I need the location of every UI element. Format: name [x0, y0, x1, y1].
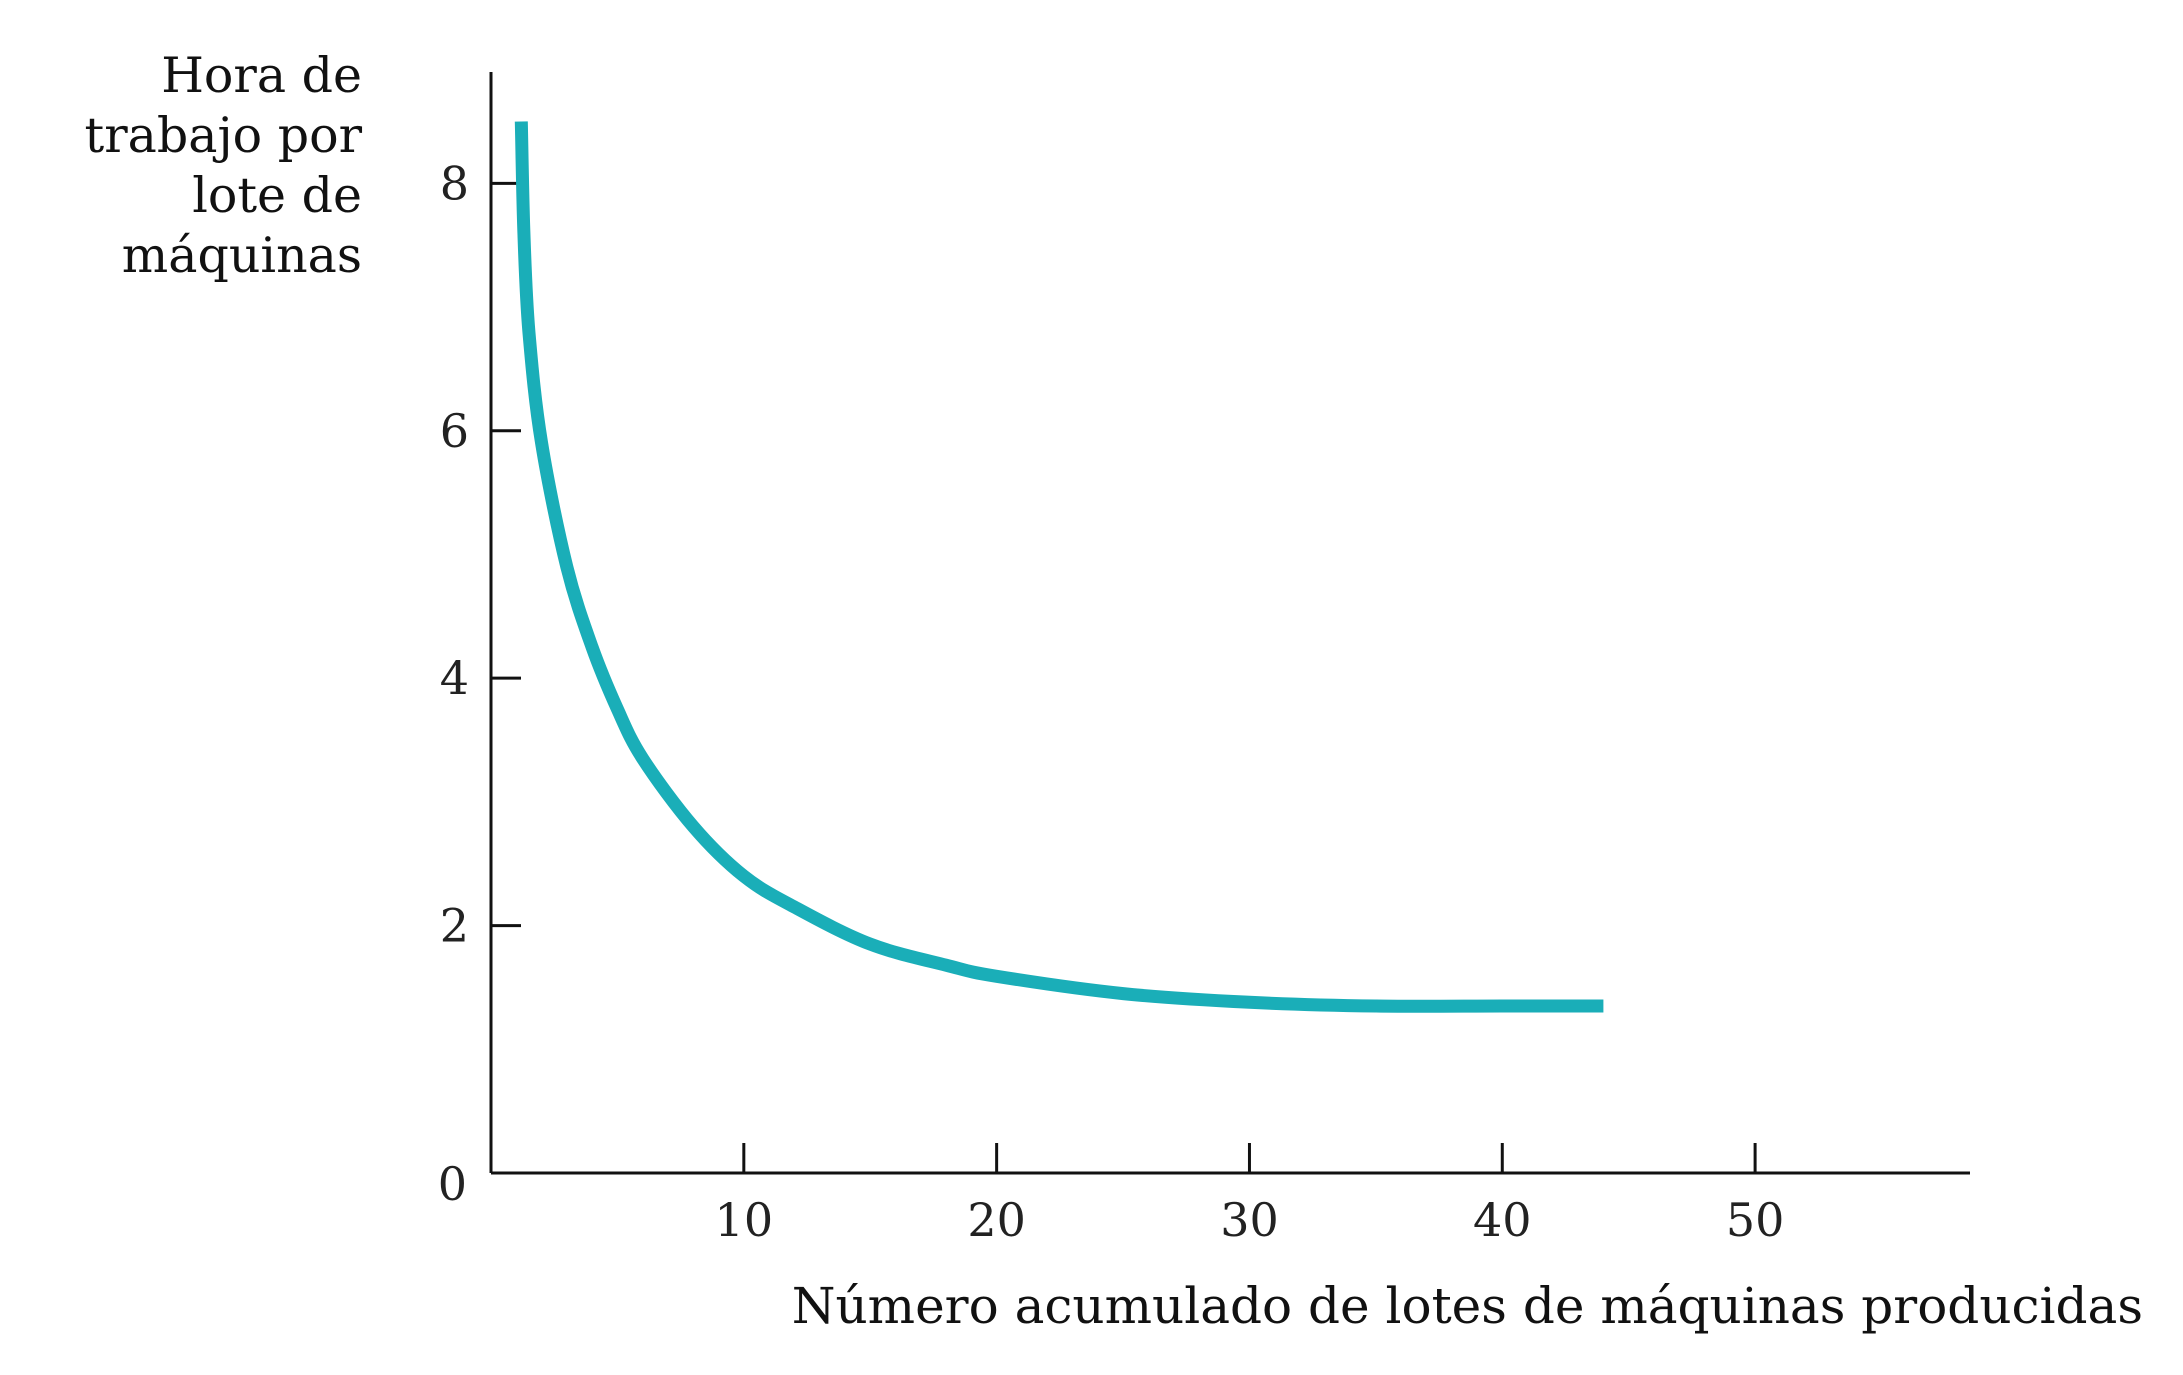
x-axis-title: Número acumulado de lotes de máquinas pr…	[792, 1277, 2143, 1335]
x-tick-label-50: 50	[1726, 1193, 1785, 1247]
origin-label: 0	[438, 1157, 467, 1211]
y-tick-label-2: 2	[440, 899, 469, 953]
y-axis-ticks: 8 6 4 2	[440, 156, 521, 953]
x-tick-label-30: 30	[1220, 1193, 1279, 1247]
y-tick-label-8: 8	[440, 156, 469, 210]
y-tick-label-4: 4	[440, 651, 469, 705]
x-tick-label-10: 10	[715, 1193, 774, 1247]
y-axis-title-line-2: trabajo por	[85, 107, 363, 164]
x-tick-label-40: 40	[1473, 1193, 1532, 1247]
y-axis-title: Hora de trabajo por lote de máquinas	[85, 47, 363, 284]
y-axis-title-line-4: máquinas	[122, 227, 362, 284]
learning-curve-line	[514, 121, 1604, 1013]
x-axis-ticks: 10 20 30 40 50	[715, 1143, 1785, 1247]
y-axis-title-line-3: lote de	[192, 167, 362, 224]
y-tick-label-6: 6	[440, 404, 469, 458]
x-tick-label-20: 20	[967, 1193, 1026, 1247]
y-axis-title-line-1: Hora de	[161, 47, 362, 104]
